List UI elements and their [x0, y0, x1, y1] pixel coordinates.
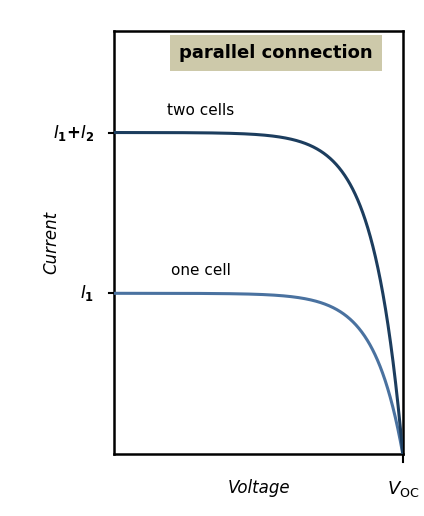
- Text: one cell: one cell: [171, 264, 231, 279]
- Text: $\mathbf{\mathit{I}_1}$: $\mathbf{\mathit{I}_1}$: [80, 283, 94, 303]
- Text: $\mathbf{\mathit{I}_1}\mathbf{+\mathit{I}_2}$: $\mathbf{\mathit{I}_1}\mathbf{+\mathit{I…: [53, 122, 94, 142]
- Text: two cells: two cells: [167, 103, 234, 118]
- Text: Current: Current: [42, 211, 60, 274]
- Text: parallel connection: parallel connection: [179, 44, 373, 61]
- Text: Voltage: Voltage: [227, 479, 290, 497]
- Text: $\mathbf{\mathit{V}}_{\mathrm{OC}}$: $\mathbf{\mathit{V}}_{\mathrm{OC}}$: [387, 479, 419, 499]
